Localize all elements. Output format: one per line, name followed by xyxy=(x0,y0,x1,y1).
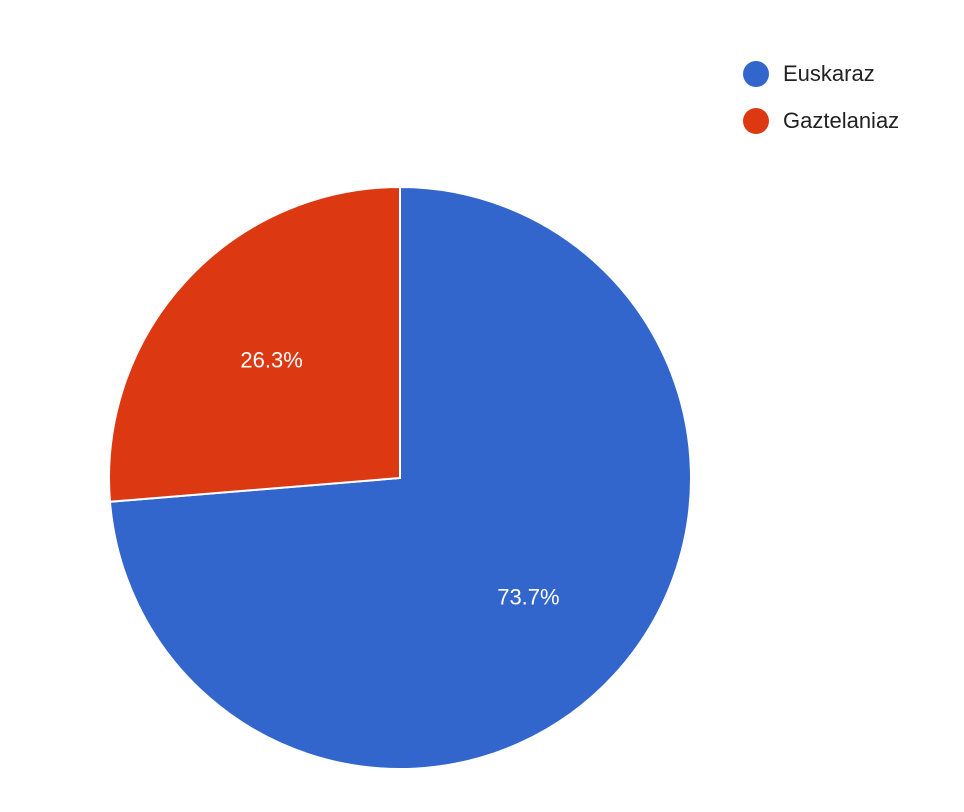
legend-item-euskaraz[interactable]: Euskaraz xyxy=(743,50,899,97)
pie-slice-gaztelaniaz[interactable] xyxy=(108,185,401,503)
legend-label: Gaztelaniaz xyxy=(783,107,900,133)
legend-label: Euskaraz xyxy=(783,60,875,86)
data-label-gaztelaniaz: 26.3% xyxy=(240,348,302,373)
legend-item-gaztelaniaz[interactable]: Gaztelaniaz xyxy=(743,97,899,144)
legend-swatch-euskaraz xyxy=(743,60,769,87)
data-label-euskaraz: 73.7% xyxy=(497,584,559,609)
legend: Euskaraz Gaztelaniaz xyxy=(743,50,899,144)
legend-swatch-gaztelaniaz xyxy=(743,107,769,134)
